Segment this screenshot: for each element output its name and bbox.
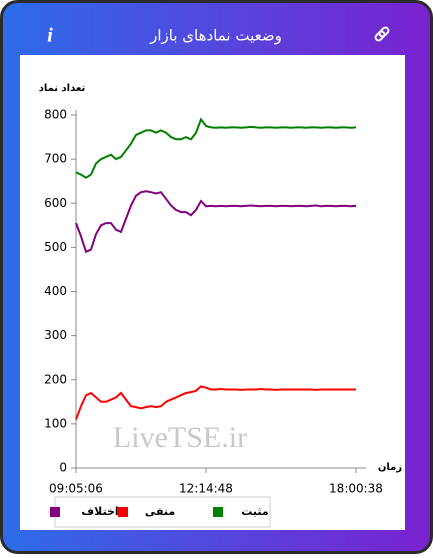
link-icon[interactable] <box>374 26 390 42</box>
legend-label: مثبت <box>241 505 268 518</box>
series-line <box>75 117 357 179</box>
y-tick-label: 400 <box>44 284 67 298</box>
y-tick-label: 0 <box>59 461 67 475</box>
legend-swatch <box>118 507 128 517</box>
x-tick-label: 09:05:06 <box>49 482 103 496</box>
legend-label: اختلاف <box>81 505 118 518</box>
series-line <box>75 385 356 420</box>
watermark: LiveTSE.ir <box>113 421 247 454</box>
y-tick-label: 100 <box>44 416 67 430</box>
header-title: وضعیت نمادهای بازار <box>149 27 282 45</box>
y-axis-title: تعداد نماد <box>39 83 86 94</box>
y-tick-label: 500 <box>44 240 67 254</box>
x-tick-label: 18:00:38 <box>329 482 383 496</box>
y-tick-label: 200 <box>44 372 67 386</box>
panel <box>20 55 405 530</box>
y-tick-label: 300 <box>44 328 67 342</box>
legend-box <box>54 496 271 528</box>
legend-swatch <box>50 507 60 517</box>
series-line <box>75 190 357 254</box>
legend-swatch <box>213 507 223 517</box>
y-tick-label: 600 <box>44 196 67 210</box>
y-tick-label: 700 <box>44 152 67 166</box>
legend-label: منفی <box>145 505 175 518</box>
x-tick-label: 12:14:48 <box>179 482 233 496</box>
x-axis-title: زمان <box>378 462 402 473</box>
info-icon[interactable]: i <box>47 25 53 47</box>
y-tick-label: 800 <box>44 108 67 122</box>
